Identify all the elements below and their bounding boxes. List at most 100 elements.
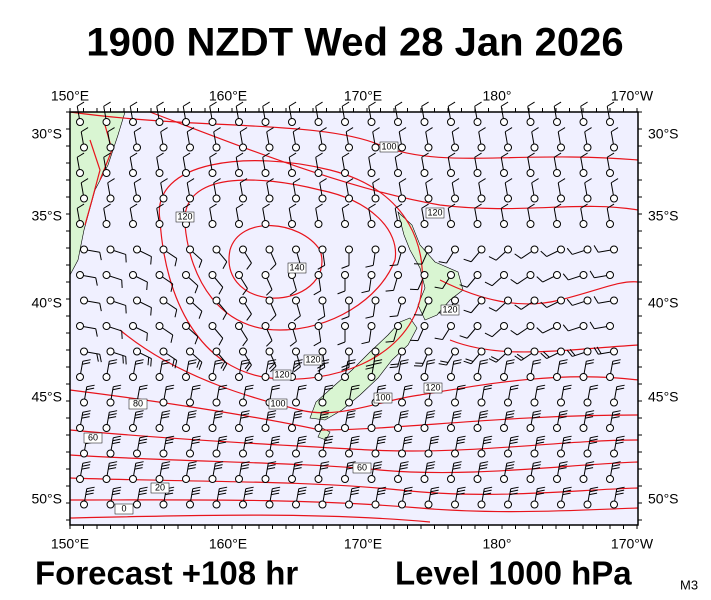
barb-feather	[321, 410, 330, 413]
barb-feather	[500, 203, 509, 209]
barb-feather	[317, 264, 325, 270]
station	[500, 424, 508, 432]
barb-feather	[479, 467, 488, 470]
barb-feather	[170, 334, 174, 343]
station	[424, 143, 433, 152]
station	[610, 347, 618, 356]
barb-feather	[320, 413, 329, 416]
barb-feather	[559, 362, 568, 365]
station	[76, 271, 84, 279]
station	[500, 271, 508, 279]
barb-feather	[150, 358, 152, 367]
station	[367, 169, 376, 177]
barb-feather	[394, 152, 403, 158]
station	[159, 245, 168, 254]
station	[610, 449, 618, 458]
barb-feather	[480, 410, 489, 413]
barb-feather	[459, 284, 468, 288]
barb-feather	[425, 178, 433, 184]
barb-feather	[373, 362, 382, 365]
barb-feather	[589, 321, 595, 330]
station	[80, 398, 88, 407]
station	[530, 398, 539, 407]
barb-feather	[350, 492, 359, 496]
barb-feather	[488, 358, 497, 363]
barb-feather	[218, 492, 227, 496]
station	[473, 220, 482, 228]
barb-feather	[558, 416, 567, 419]
station	[579, 271, 588, 279]
station	[155, 424, 164, 432]
station	[447, 271, 455, 279]
station	[583, 143, 592, 152]
barb-feather	[139, 489, 148, 493]
barb-feather	[453, 359, 462, 362]
barb-feather	[293, 416, 302, 419]
contour-label-box	[268, 398, 288, 410]
barb-feather	[192, 438, 201, 442]
barb-feather	[239, 127, 248, 133]
barb-feather	[474, 152, 482, 158]
station	[106, 449, 115, 458]
graticule-labels: 150°E 150°E 160°E 160°E 170°E 170°E 180° 180° 17…	[31, 88, 678, 552]
barb-feather	[351, 438, 360, 442]
barb-feather	[297, 492, 306, 496]
station	[186, 449, 194, 458]
barb-feather	[289, 289, 297, 296]
station	[341, 475, 349, 483]
station	[182, 424, 190, 432]
barb-feather	[580, 152, 588, 158]
contour-label: 120	[425, 382, 440, 392]
barb-feather	[324, 492, 333, 496]
station	[106, 500, 115, 509]
barb-feather	[596, 346, 602, 355]
barb-feather	[478, 127, 486, 133]
station	[451, 143, 459, 152]
barb-feather	[558, 467, 567, 470]
barb-feather	[266, 178, 274, 184]
station	[583, 245, 592, 254]
barb-feather	[268, 363, 276, 370]
barb-feather	[146, 332, 148, 342]
station	[553, 118, 561, 126]
barb-feather	[321, 359, 330, 362]
station	[451, 296, 459, 305]
barb-feather	[540, 250, 547, 257]
barb-feather	[426, 416, 435, 419]
barb-feather	[457, 387, 466, 391]
barb-feather	[139, 435, 148, 439]
contour-label: 120	[274, 369, 289, 379]
station	[318, 245, 327, 254]
station	[610, 398, 618, 407]
station	[345, 194, 353, 203]
level-label: Level 1000 hPa	[395, 555, 632, 592]
station	[341, 169, 349, 177]
station	[314, 118, 323, 126]
barb-feather	[135, 359, 144, 362]
station	[371, 245, 380, 254]
map-title: 1900 NZDT Wed 28 Jan 2026	[86, 21, 623, 65]
barb-feather	[188, 413, 197, 416]
barb-feather	[320, 464, 329, 467]
barb-feather	[113, 384, 122, 388]
barb-feather	[86, 486, 95, 490]
station	[265, 143, 274, 152]
barb-feather	[222, 363, 228, 372]
barb-feather	[135, 410, 144, 413]
station	[235, 118, 243, 126]
barb-feather	[563, 387, 572, 391]
barb-feather	[373, 413, 382, 416]
barb-feather	[315, 152, 323, 158]
barb-feather	[540, 352, 547, 359]
barb-feather	[241, 464, 250, 467]
contour-label-box	[83, 432, 103, 444]
station	[367, 220, 376, 228]
barb-feather	[479, 464, 488, 467]
station	[102, 118, 111, 126]
barb-feather	[317, 366, 325, 372]
station	[526, 475, 535, 483]
barb-feather	[147, 357, 150, 366]
contour-label-box	[352, 462, 372, 474]
barb-feather	[615, 441, 624, 445]
barb-feather	[82, 413, 91, 416]
